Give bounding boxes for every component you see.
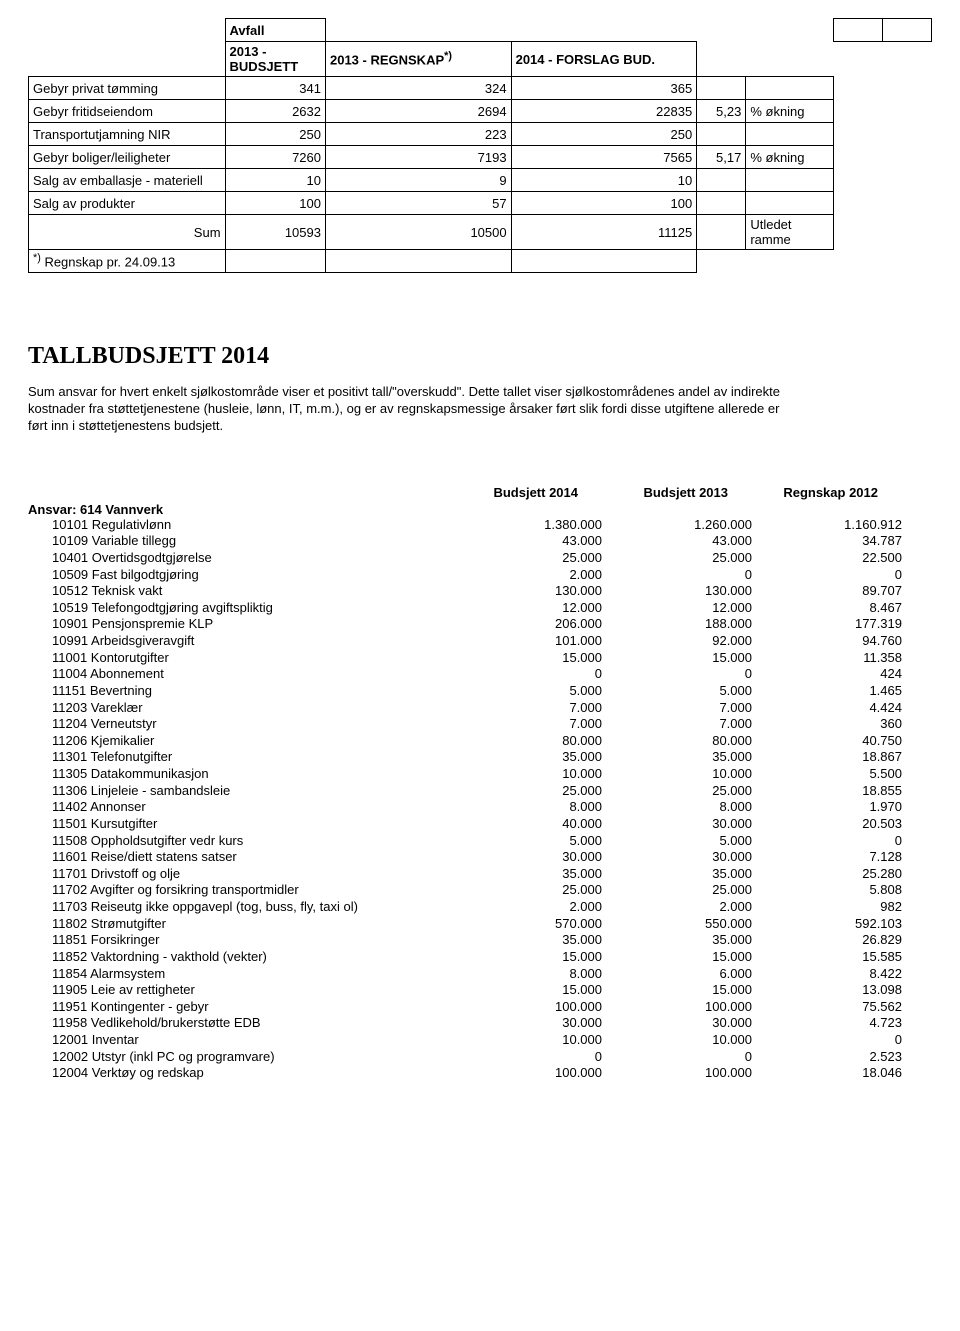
footnote: *) Regnskap pr. 24.09.13 [29, 250, 226, 273]
budget-row: 11802 Strømutgifter570.000550.000592.103 [28, 916, 932, 933]
budget-row: 11703 Reiseutg ikke oppgavepl (tog, buss… [28, 899, 932, 916]
budget-row: 10101 Regulativlønn1.380.0001.260.0001.1… [28, 517, 932, 534]
budget-row: 11204 Verneutstyr7.0007.000360 [28, 716, 932, 733]
budget-row: 11851 Forsikringer35.00035.00026.829 [28, 932, 932, 949]
header-col2: 2013 - REGNSKAP*) [325, 42, 511, 77]
budget-row: 10509 Fast bilgodtgjøring2.00000 [28, 567, 932, 584]
budget-header-col3: Regnskap 2012 [738, 485, 888, 500]
budget-row: 10401 Overtidsgodtgjørelse25.00025.00022… [28, 550, 932, 567]
budget-row: 11905 Leie av rettigheter15.00015.00013.… [28, 982, 932, 999]
section-title: Ansvar: 614 Vannverk [28, 502, 932, 517]
budget-header: Budsjett 2014 Budsjett 2013 Regnskap 201… [28, 485, 932, 500]
budget-row: 11852 Vaktordning - vakthold (vekter)15.… [28, 949, 932, 966]
budget-row: 12001 Inventar10.00010.0000 [28, 1032, 932, 1049]
avfall-table: Avfall 2013 - BUDSJETT 2013 - REGNSKAP*)… [28, 18, 932, 273]
budget-row: 10512 Teknisk vakt130.000130.00089.707 [28, 583, 932, 600]
budget-row: 10519 Telefongodtgjøring avgiftspliktig1… [28, 600, 932, 617]
header-col3: 2014 - FORSLAG BUD. [511, 42, 697, 77]
table-row: Gebyr privat tømming341324365 [29, 77, 932, 100]
table-row: Transportutjamning NIR250223250 [29, 123, 932, 146]
budget-row: 12002 Utstyr (inkl PC og programvare)002… [28, 1049, 932, 1066]
budget-row: 10991 Arbeidsgiveravgift101.00092.00094.… [28, 633, 932, 650]
budget-row: 11206 Kjemikalier80.00080.00040.750 [28, 733, 932, 750]
budget-row: 11701 Drivstoff og olje35.00035.00025.28… [28, 866, 932, 883]
budget-row: 11951 Kontingenter - gebyr100.000100.000… [28, 999, 932, 1016]
budget-row: 11854 Alarmsystem8.0006.0008.422 [28, 966, 932, 983]
page-heading: TALLBUDSJETT 2014 [28, 343, 932, 370]
budget-row: 11508 Oppholdsutgifter vedr kurs5.0005.0… [28, 833, 932, 850]
sum-row: Sum 10593 10500 11125 Utledet ramme [29, 215, 932, 250]
table-title: Avfall [225, 19, 325, 42]
table-row: Salg av emballasje - materiell10910 [29, 169, 932, 192]
budget-row: 11958 Vedlikehold/brukerstøtte EDB30.000… [28, 1015, 932, 1032]
budget-row: 11501 Kursutgifter40.00030.00020.503 [28, 816, 932, 833]
budget-row: 11151 Bevertning5.0005.0001.465 [28, 683, 932, 700]
budget-row: 11001 Kontorutgifter15.00015.00011.358 [28, 650, 932, 667]
budget-row: 11004 Abonnement00424 [28, 666, 932, 683]
budget-row: 11601 Reise/diett statens satser30.00030… [28, 849, 932, 866]
table-row: Gebyr boliger/leiligheter7260719375655,1… [29, 146, 932, 169]
description-paragraph: Sum ansvar for hvert enkelt sjølkostområ… [28, 384, 788, 435]
budget-row: 11306 Linjeleie - sambandsleie25.00025.0… [28, 783, 932, 800]
budget-row: 10901 Pensjonspremie KLP206.000188.00017… [28, 616, 932, 633]
budget-header-col2: Budsjett 2013 [588, 485, 738, 500]
header-col1: 2013 - BUDSJETT [225, 42, 325, 77]
budget-row: 11402 Annonser8.0008.0001.970 [28, 799, 932, 816]
budget-row: 12004 Verktøy og redskap100.000100.00018… [28, 1065, 932, 1082]
budget-rows: 10101 Regulativlønn1.380.0001.260.0001.1… [28, 517, 932, 1082]
budget-row: 11305 Datakommunikasjon10.00010.0005.500 [28, 766, 932, 783]
table-row: Gebyr fritidseiendom26322694228355,23% ø… [29, 100, 932, 123]
budget-row: 11203 Vareklær7.0007.0004.424 [28, 700, 932, 717]
budget-row: 11702 Avgifter og forsikring transportmi… [28, 882, 932, 899]
budget-row: 10109 Variable tillegg43.00043.00034.787 [28, 533, 932, 550]
budget-row: 11301 Telefonutgifter35.00035.00018.867 [28, 749, 932, 766]
table-row: Salg av produkter10057100 [29, 192, 932, 215]
budget-header-col1: Budsjett 2014 [438, 485, 588, 500]
